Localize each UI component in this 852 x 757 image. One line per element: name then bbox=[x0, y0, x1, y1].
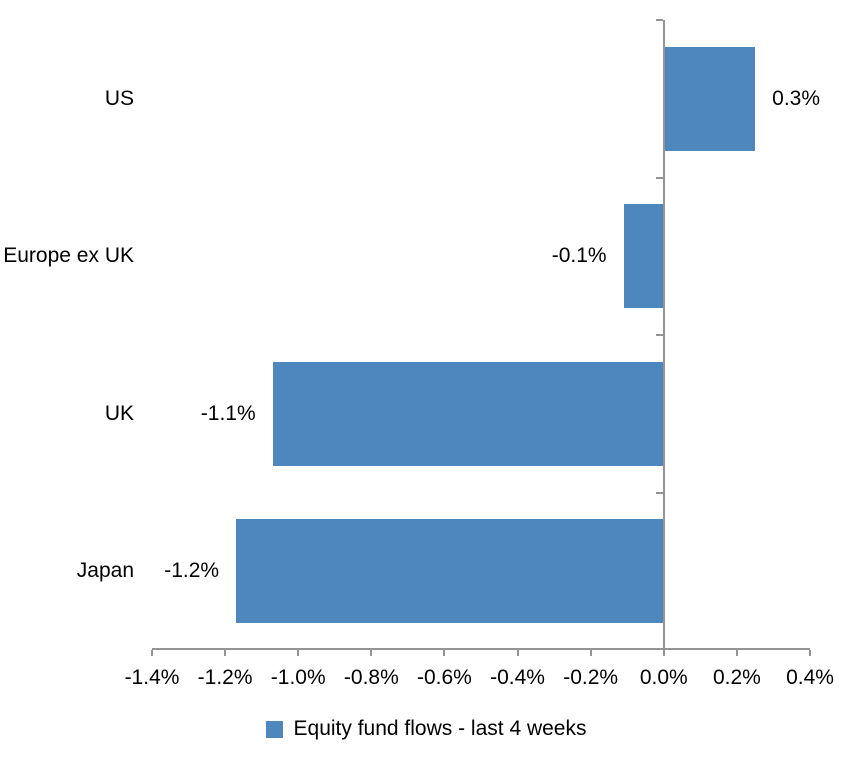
data-label-japan: -1.2% bbox=[164, 559, 220, 583]
bar-uk bbox=[272, 361, 664, 466]
x-axis-tick-label: -0.2% bbox=[563, 666, 619, 689]
x-axis-tick bbox=[370, 650, 373, 656]
x-axis-tick bbox=[662, 650, 665, 656]
x-axis-tick-label: -0.6% bbox=[417, 666, 472, 689]
x-axis-tick bbox=[516, 650, 519, 656]
legend-label: Equity fund flows - last 4 weeks bbox=[293, 717, 587, 740]
x-axis-tick bbox=[297, 650, 300, 656]
bar-us bbox=[663, 46, 756, 151]
x-axis-tick bbox=[443, 650, 446, 656]
bar-europe-ex-uk bbox=[623, 204, 664, 309]
y-axis-tick bbox=[655, 19, 663, 21]
category-label-us: US bbox=[104, 86, 134, 110]
x-axis-tick bbox=[589, 650, 592, 656]
x-axis-tick-label: -1.2% bbox=[197, 666, 253, 689]
data-label-uk: -1.1% bbox=[200, 401, 256, 425]
x-axis-tick-label: -1.4% bbox=[124, 666, 180, 689]
data-label-europe-ex-uk: -0.1% bbox=[551, 244, 607, 268]
x-axis-tick-label: 0.4% bbox=[786, 666, 834, 689]
data-label-us: 0.3% bbox=[772, 86, 821, 110]
x-axis-line bbox=[152, 648, 810, 650]
x-axis-tick-label: 0.0% bbox=[639, 666, 688, 689]
x-axis-tick-label: -0.8% bbox=[343, 666, 399, 689]
category-label-uk: UK bbox=[104, 401, 134, 425]
legend-series-marker-icon bbox=[265, 720, 283, 738]
category-label-japan: Japan bbox=[76, 559, 134, 583]
x-axis-tick-label: -1.0% bbox=[270, 666, 326, 689]
x-axis-tick bbox=[151, 650, 153, 656]
y-axis-tick bbox=[655, 176, 663, 179]
y-axis-line bbox=[662, 20, 665, 650]
x-axis-tick bbox=[735, 650, 738, 656]
bar-japan bbox=[236, 519, 664, 624]
legend: Equity fund flows - last 4 weeks bbox=[0, 717, 852, 741]
x-axis-tick-label: -0.4% bbox=[490, 666, 545, 689]
x-axis-tick bbox=[809, 650, 811, 656]
category-label-europe-ex-uk: Europe ex UK bbox=[3, 244, 134, 268]
x-axis-tick-label: 0.2% bbox=[712, 666, 761, 689]
x-axis-tick bbox=[224, 650, 227, 656]
y-axis-tick bbox=[655, 334, 663, 336]
y-axis-tick bbox=[655, 491, 663, 494]
